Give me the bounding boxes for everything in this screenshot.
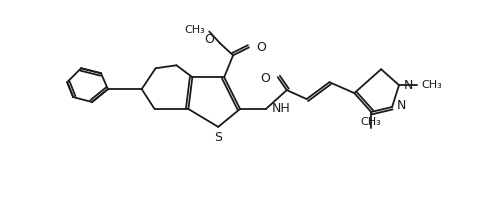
Text: CH₃: CH₃ — [422, 80, 443, 90]
Text: N: N — [397, 98, 406, 112]
Text: O: O — [260, 72, 270, 85]
Text: CH₃: CH₃ — [185, 25, 205, 34]
Text: O: O — [204, 33, 214, 46]
Text: CH₃: CH₃ — [361, 117, 382, 127]
Text: NH: NH — [272, 103, 291, 115]
Text: S: S — [214, 131, 222, 144]
Text: N: N — [404, 79, 413, 92]
Text: O: O — [256, 41, 266, 54]
